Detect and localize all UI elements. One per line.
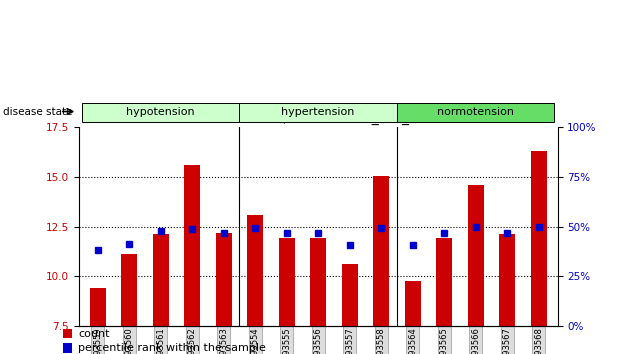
- Text: hypertension: hypertension: [282, 107, 355, 118]
- Bar: [82, 103, 239, 122]
- Bar: [247, 215, 263, 326]
- Text: percentile rank within the sample: percentile rank within the sample: [78, 343, 266, 353]
- Bar: [499, 234, 515, 326]
- Bar: [63, 329, 72, 338]
- Bar: [310, 239, 326, 326]
- Text: count: count: [78, 329, 110, 339]
- Bar: [121, 254, 137, 326]
- Bar: [239, 103, 397, 122]
- Bar: [63, 343, 72, 353]
- Bar: [404, 281, 421, 326]
- Bar: [373, 176, 389, 326]
- Text: disease state: disease state: [3, 107, 72, 116]
- Bar: [153, 234, 169, 326]
- Bar: [530, 151, 546, 326]
- Bar: [397, 103, 554, 122]
- Bar: [215, 233, 231, 326]
- Title: GDS3674 / 100087705_TGI_at: GDS3674 / 100087705_TGI_at: [214, 111, 423, 125]
- Bar: [436, 239, 452, 326]
- Bar: [278, 239, 294, 326]
- Text: normotension: normotension: [437, 107, 514, 118]
- Bar: [341, 264, 358, 326]
- Bar: [90, 288, 106, 326]
- Text: hypotension: hypotension: [127, 107, 195, 118]
- Bar: [184, 165, 200, 326]
- Bar: [467, 185, 484, 326]
